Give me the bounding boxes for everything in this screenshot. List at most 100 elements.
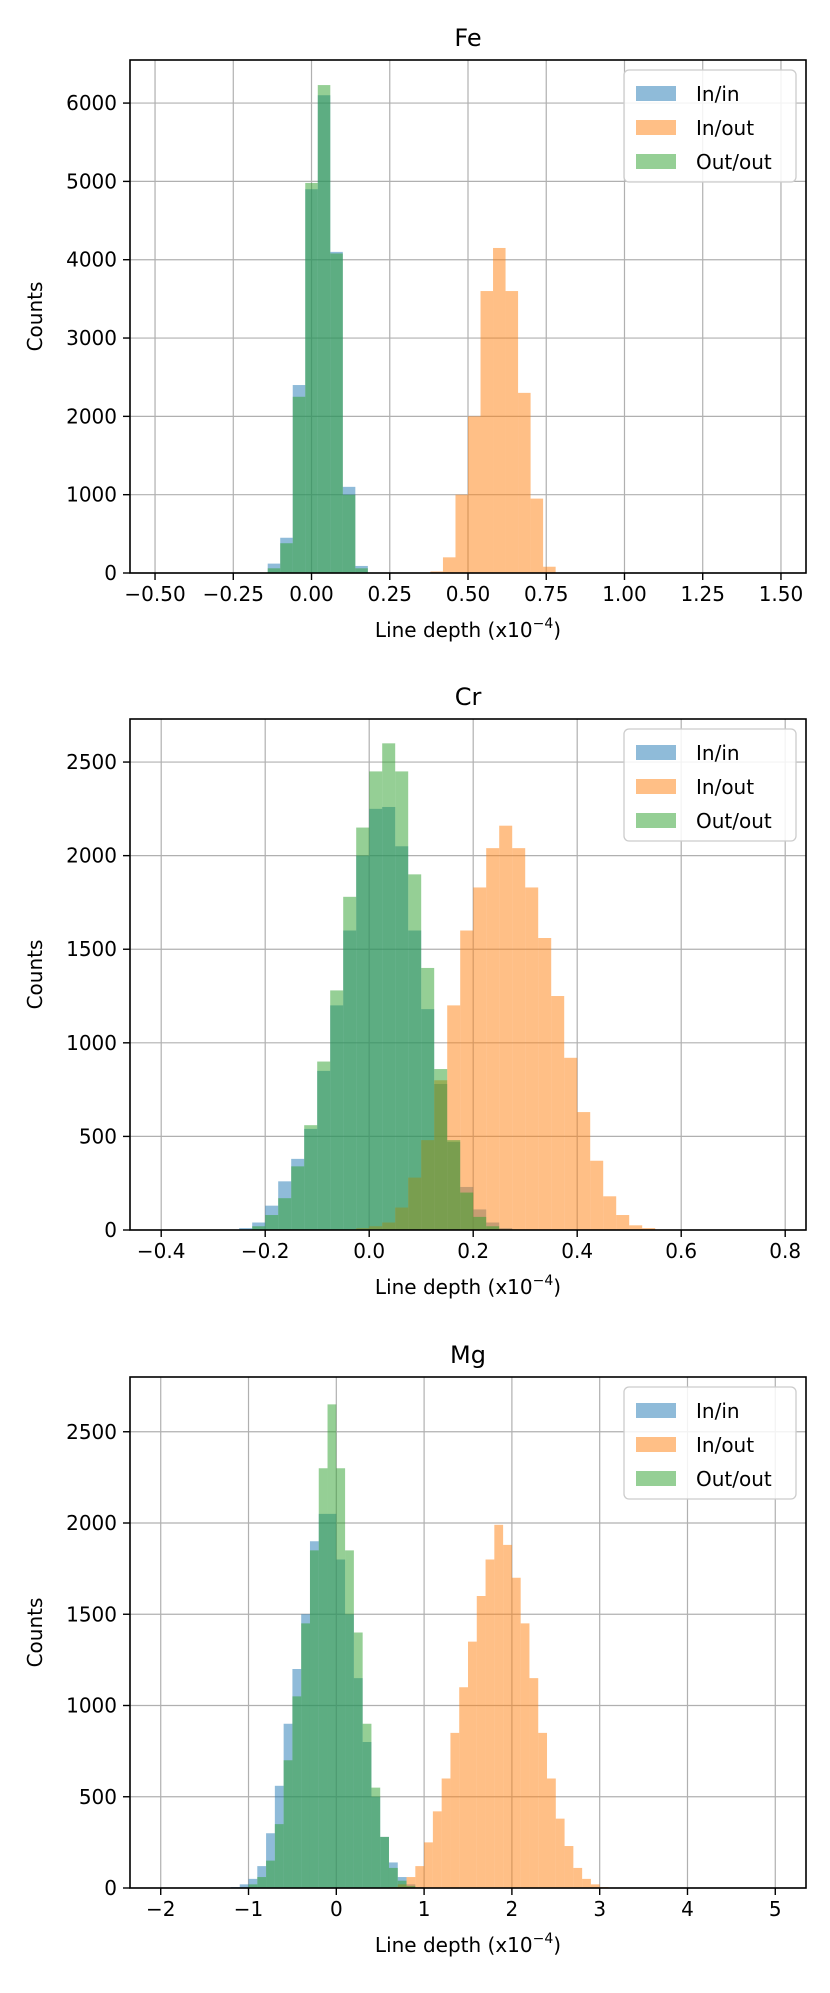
x-tick-label: 2 — [506, 1897, 519, 1921]
histogram-bar — [525, 887, 539, 1230]
x-tick-label: −0.4 — [137, 1239, 186, 1263]
histogram-bar — [309, 1550, 319, 1888]
x-tick-label: 0.0 — [353, 1239, 385, 1263]
x-tick-label: −2 — [146, 1897, 175, 1921]
series-in-out — [388, 1524, 609, 1888]
histogram-bar — [590, 1884, 600, 1888]
legend: In/in In/out Out/out — [623, 728, 797, 842]
legend-label: Out/out — [696, 809, 772, 833]
legend-label: In/out — [696, 1433, 754, 1457]
histogram-bar — [590, 1160, 604, 1230]
series-out-out — [252, 743, 500, 1230]
series-out-out — [248, 1404, 416, 1888]
histogram-bar — [493, 247, 506, 573]
legend-label: In/in — [696, 1399, 740, 1423]
histogram-bar — [520, 1623, 530, 1888]
histogram-bar — [642, 1228, 656, 1230]
y-tick-label: 2000 — [66, 404, 117, 428]
chart-title: Cr — [455, 683, 482, 711]
x-tick-label: 5 — [769, 1897, 782, 1921]
histogram-bar — [450, 1732, 460, 1888]
legend-label: Out/out — [696, 150, 772, 174]
y-tick-label: 0 — [104, 561, 117, 585]
y-axis-label: Counts — [23, 940, 47, 1010]
y-tick-label: 2500 — [66, 1420, 117, 1444]
histogram-bar — [274, 1824, 284, 1888]
histogram-bar — [330, 253, 343, 573]
legend-swatch — [636, 745, 676, 760]
grid-lines — [130, 1377, 806, 1889]
histogram-bar — [291, 1166, 305, 1230]
histogram-bar — [343, 896, 357, 1230]
legend-label: In/out — [696, 775, 754, 799]
histogram-bar — [406, 1886, 416, 1888]
chart-title: Mg — [450, 1341, 486, 1369]
histogram-bar — [547, 1778, 556, 1888]
x-tick-label: −0.50 — [124, 582, 185, 606]
histogram-bar — [538, 1732, 548, 1888]
legend-swatch — [636, 813, 676, 828]
histogram-bar — [369, 771, 383, 1230]
y-tick-label: 1000 — [66, 483, 117, 507]
histogram-bar — [239, 1228, 253, 1230]
x-tick-label: 0.2 — [457, 1239, 489, 1263]
histogram-bar — [616, 1215, 630, 1230]
histogram-bar — [345, 1550, 354, 1888]
x-tick-label: 1 — [418, 1897, 431, 1921]
series-in-out — [430, 247, 556, 573]
histogram-bar — [473, 1216, 487, 1230]
histogram-bar — [305, 182, 318, 573]
x-tick-label: 4 — [681, 1897, 694, 1921]
histogram-bar — [265, 1215, 279, 1230]
x-tick-label: 0.25 — [367, 582, 412, 606]
axes-frame — [129, 1376, 807, 1889]
legend: In/in In/out Out/out — [623, 1386, 797, 1500]
histogram-bar — [511, 1577, 521, 1888]
legend-swatch — [636, 86, 676, 101]
histogram-bar — [280, 543, 293, 573]
histogram-bar — [248, 1878, 258, 1888]
histogram-bar — [551, 996, 565, 1230]
x-tick-label: −0.25 — [203, 582, 264, 606]
x-tick-label: 1.00 — [602, 582, 647, 606]
x-tick-label: 0.6 — [665, 1239, 697, 1263]
histogram-bar — [530, 498, 544, 573]
y-tick-label: 0 — [104, 1876, 117, 1900]
histogram-bar — [388, 1867, 398, 1888]
x-tick-label: 0 — [330, 1897, 343, 1921]
chart-panel-cr: −0.4 −0.2 0.0 0.2 0.4 0.6 0.8 0 500 1000 1500 2000 2… — [23, 683, 807, 1299]
histogram-bar — [278, 1198, 292, 1230]
x-tick-label: −0.2 — [241, 1239, 290, 1263]
legend-swatch — [636, 779, 676, 794]
y-tick-label: 0 — [104, 1218, 117, 1242]
histogram-bar — [421, 967, 435, 1230]
x-tick-label: −1 — [234, 1897, 263, 1921]
histogram-bar — [629, 1225, 643, 1230]
histogram-bar — [505, 291, 519, 573]
legend-label: In/out — [696, 116, 754, 140]
histogram-bar — [468, 1641, 477, 1888]
histogram-bar — [252, 1222, 266, 1230]
histogram-bar — [468, 416, 481, 573]
histogram-bar — [434, 1069, 448, 1230]
chart-panel-mg: −2 −1 0 1 2 3 4 5 0 500 1000 1500 2000 2500 Mg Line dep… — [23, 1341, 807, 1957]
histogram-bar — [555, 1818, 565, 1888]
histogram-bar — [582, 1878, 591, 1888]
legend-label: In/in — [696, 741, 740, 765]
histogram-bar — [292, 1696, 302, 1888]
histogram-bar — [257, 1877, 267, 1888]
histogram-bar — [252, 1226, 266, 1230]
histogram-bar — [239, 1884, 249, 1888]
histogram-bar — [353, 1632, 363, 1888]
x-axis-label: Line depth (x10−4) — [375, 1273, 561, 1299]
histogram-bar — [371, 1787, 381, 1888]
histogram-bar — [355, 568, 368, 573]
series-out-out — [267, 85, 368, 574]
histogram-bar — [455, 494, 468, 573]
histogram-bar — [356, 827, 370, 1230]
histogram-bar — [603, 1196, 617, 1230]
histogram-bar — [336, 1468, 346, 1888]
legend-swatch — [636, 1403, 676, 1418]
x-axis-label: Line depth (x10−4) — [375, 1931, 561, 1957]
histogram-bar — [432, 1811, 442, 1888]
